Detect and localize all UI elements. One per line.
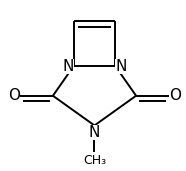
Text: N: N bbox=[89, 126, 100, 140]
Text: O: O bbox=[169, 88, 181, 103]
Text: N: N bbox=[62, 58, 74, 74]
Text: N: N bbox=[115, 58, 127, 74]
Text: O: O bbox=[8, 88, 20, 103]
Text: CH₃: CH₃ bbox=[83, 154, 106, 167]
